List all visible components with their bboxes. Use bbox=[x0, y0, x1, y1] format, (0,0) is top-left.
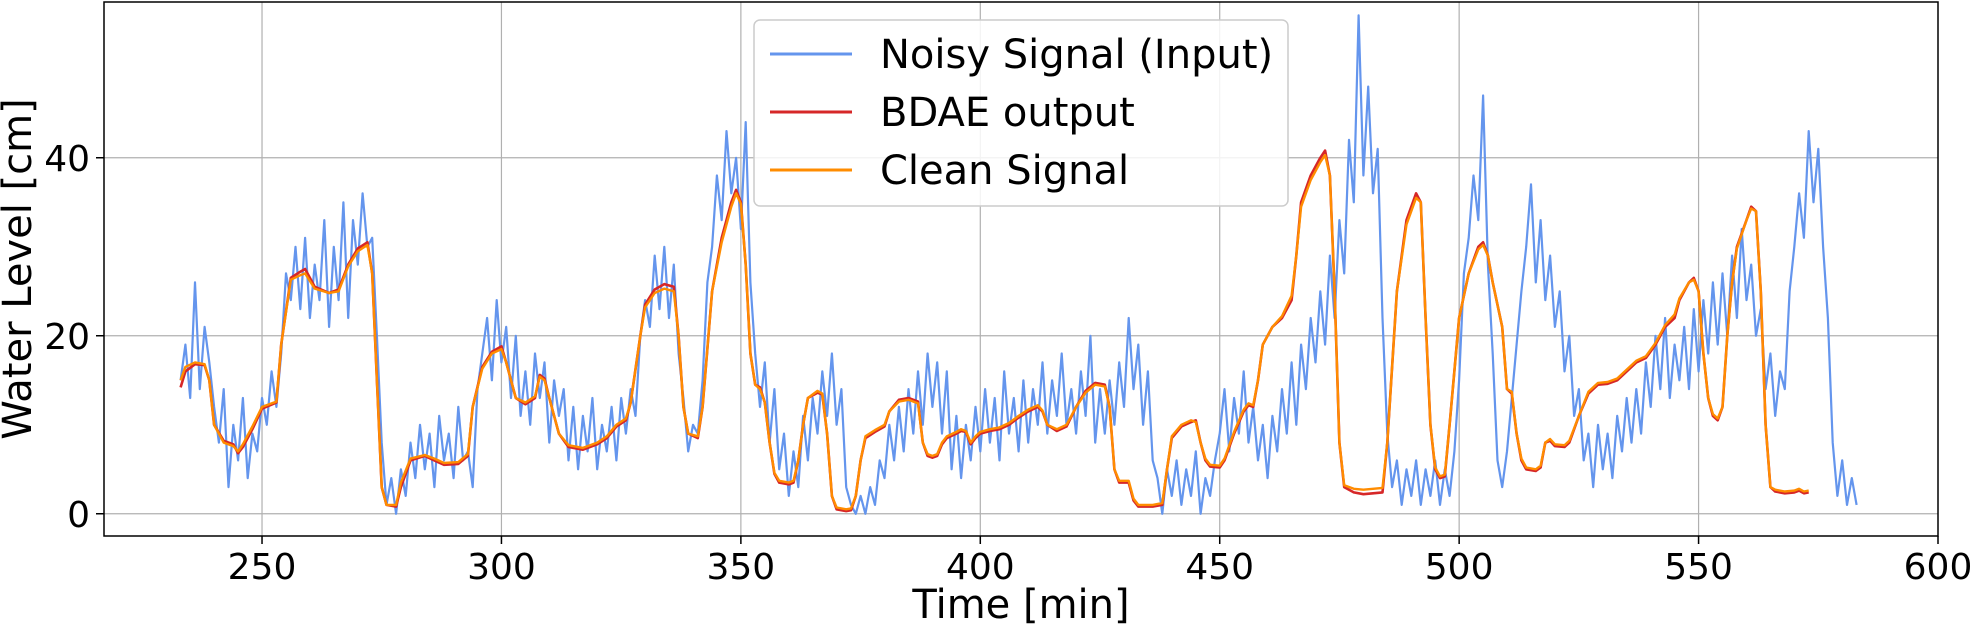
y-axis-label: Water Level [cm] bbox=[0, 98, 41, 439]
legend-label-noisy-signal: Noisy Signal (Input) bbox=[880, 32, 1273, 78]
x-tick-label: 300 bbox=[467, 547, 536, 588]
series-noisy-signal-line bbox=[179, 14, 1858, 515]
y-tick-label: 20 bbox=[44, 317, 90, 358]
y-tick-label: 40 bbox=[44, 139, 90, 180]
legend-box bbox=[753, 19, 1289, 207]
x-tick-label: 600 bbox=[1904, 547, 1971, 588]
x-tick-label: 400 bbox=[946, 547, 1015, 588]
legend-label-bdae-output: BDAE output bbox=[880, 90, 1135, 136]
plot-frame bbox=[103, 1, 1939, 537]
x-tick-label: 500 bbox=[1425, 547, 1494, 588]
axis-ticks: 250 300 350 400 450 500 550 600 0 20 40 bbox=[44, 139, 1971, 588]
legend-label-clean-signal: Clean Signal bbox=[880, 148, 1129, 194]
x-tick-label: 250 bbox=[228, 547, 297, 588]
series-bdae-output-line bbox=[179, 149, 1809, 513]
x-tick-label: 350 bbox=[707, 547, 776, 588]
series-layer bbox=[179, 14, 1858, 515]
x-tick-label: 450 bbox=[1185, 547, 1254, 588]
y-tick-label: 0 bbox=[67, 495, 90, 536]
legend: Noisy Signal (Input) BDAE output Clean S… bbox=[753, 19, 1289, 207]
x-tick-label: 550 bbox=[1664, 547, 1733, 588]
x-axis-label: Time [min] bbox=[911, 582, 1129, 626]
series-clean-signal-line bbox=[179, 153, 1809, 511]
